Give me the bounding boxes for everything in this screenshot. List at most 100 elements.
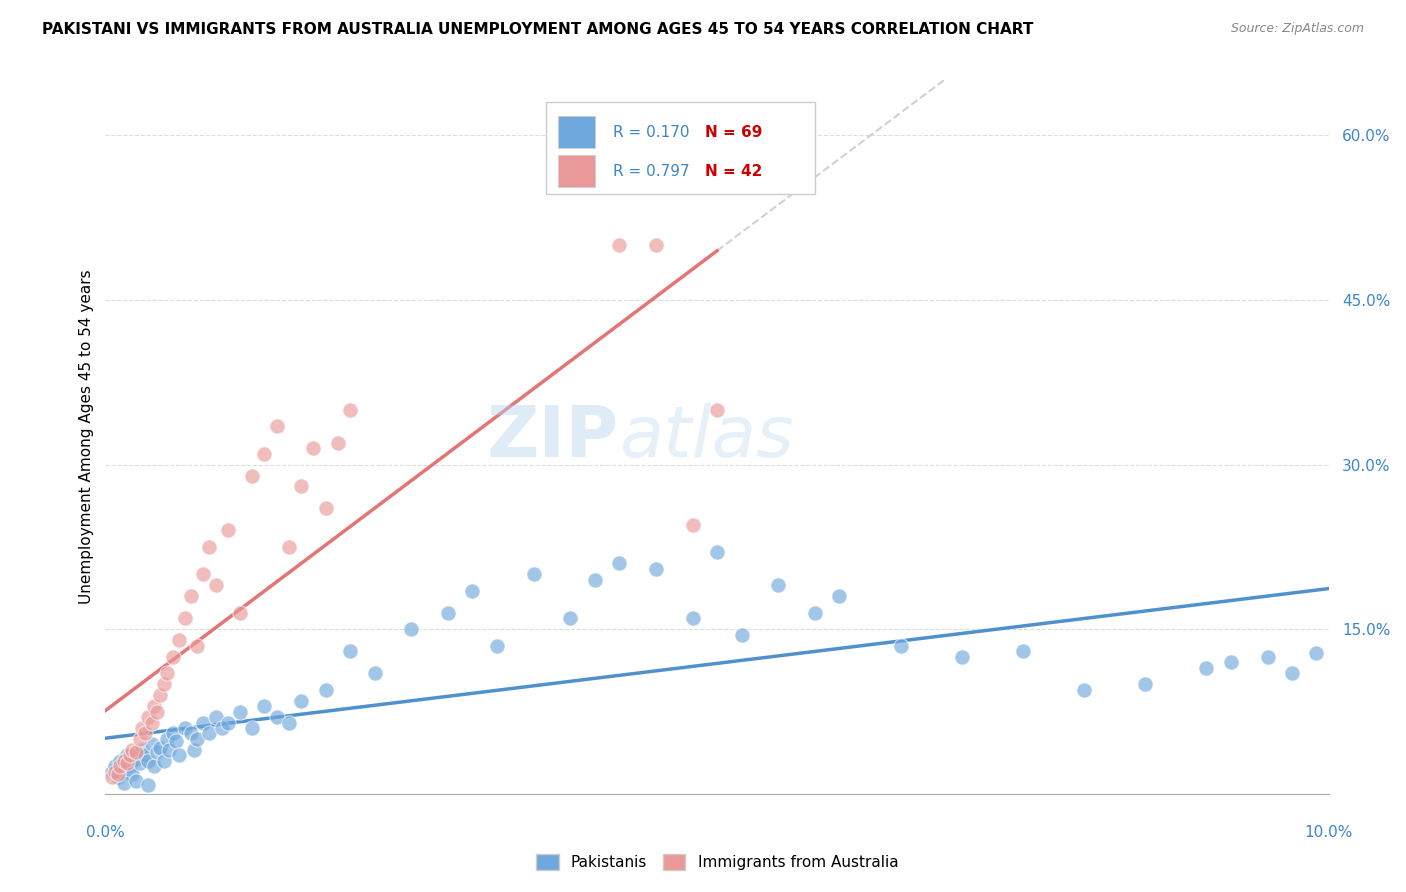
- Point: [157, 743, 180, 757]
- Point: [229, 606, 252, 620]
- Point: [315, 682, 337, 697]
- Point: [141, 738, 163, 752]
- Point: [134, 726, 156, 740]
- Text: ZIP: ZIP: [486, 402, 619, 472]
- Point: [828, 589, 851, 603]
- Point: [583, 573, 606, 587]
- Point: [153, 677, 176, 691]
- Point: [644, 238, 668, 252]
- Point: [1195, 660, 1218, 674]
- Point: [162, 726, 184, 740]
- Point: [167, 748, 190, 763]
- Point: [1219, 655, 1241, 669]
- Point: [155, 731, 177, 746]
- Point: [162, 649, 184, 664]
- Point: [108, 759, 131, 773]
- Point: [768, 578, 790, 592]
- Point: [155, 666, 177, 681]
- Point: [253, 446, 276, 460]
- Point: [278, 540, 301, 554]
- Point: [399, 622, 422, 636]
- Point: [118, 759, 141, 773]
- Point: [136, 710, 159, 724]
- Point: [104, 759, 127, 773]
- Point: [174, 611, 197, 625]
- Point: [485, 639, 508, 653]
- Point: [141, 715, 163, 730]
- Point: [266, 419, 288, 434]
- Point: [143, 759, 166, 773]
- Point: [363, 666, 385, 681]
- Point: [193, 715, 215, 730]
- Point: [186, 639, 208, 653]
- Point: [128, 756, 150, 771]
- Text: PAKISTANI VS IMMIGRANTS FROM AUSTRALIA UNEMPLOYMENT AMONG AGES 45 TO 54 YEARS CO: PAKISTANI VS IMMIGRANTS FROM AUSTRALIA U…: [42, 22, 1033, 37]
- Point: [706, 402, 728, 417]
- Point: [149, 740, 172, 755]
- Point: [121, 767, 143, 781]
- Point: [180, 589, 202, 603]
- Point: [112, 764, 135, 779]
- Point: [266, 710, 288, 724]
- Text: 10.0%: 10.0%: [1305, 825, 1353, 840]
- Legend: Pakistanis, Immigrants from Australia: Pakistanis, Immigrants from Australia: [530, 847, 904, 876]
- Point: [682, 611, 704, 625]
- Point: [118, 748, 141, 763]
- Point: [198, 540, 221, 554]
- Point: [523, 567, 546, 582]
- Point: [253, 699, 276, 714]
- Point: [1257, 649, 1279, 664]
- Point: [290, 693, 312, 707]
- Text: N = 69: N = 69: [704, 125, 762, 140]
- Point: [1012, 644, 1035, 658]
- Point: [167, 633, 190, 648]
- Point: [890, 639, 912, 653]
- Point: [146, 705, 169, 719]
- Point: [180, 726, 202, 740]
- Point: [682, 517, 704, 532]
- Point: [302, 441, 325, 455]
- Point: [153, 754, 176, 768]
- Point: [136, 754, 159, 768]
- Point: [560, 611, 582, 625]
- Point: [121, 743, 143, 757]
- Point: [112, 776, 135, 790]
- Point: [461, 583, 484, 598]
- Point: [339, 402, 361, 417]
- Text: R = 0.797: R = 0.797: [613, 164, 690, 179]
- Point: [229, 705, 252, 719]
- Point: [125, 773, 148, 788]
- Point: [183, 743, 205, 757]
- FancyBboxPatch shape: [558, 116, 595, 148]
- Point: [211, 721, 233, 735]
- Point: [1305, 646, 1327, 660]
- Point: [117, 748, 139, 763]
- Point: [107, 767, 129, 781]
- Point: [143, 699, 166, 714]
- Point: [174, 721, 197, 735]
- Point: [339, 644, 361, 658]
- Point: [100, 771, 122, 785]
- Bar: [546, 102, 815, 194]
- Text: Source: ZipAtlas.com: Source: ZipAtlas.com: [1230, 22, 1364, 36]
- Point: [108, 754, 131, 768]
- Point: [136, 778, 159, 792]
- Point: [437, 606, 460, 620]
- Point: [117, 756, 139, 771]
- Y-axis label: Unemployment Among Ages 45 to 54 years: Unemployment Among Ages 45 to 54 years: [79, 269, 94, 605]
- Point: [100, 764, 122, 779]
- Text: atlas: atlas: [619, 402, 794, 472]
- Point: [278, 715, 301, 730]
- Point: [706, 545, 728, 559]
- Point: [131, 721, 153, 735]
- Point: [730, 628, 752, 642]
- Point: [125, 745, 148, 759]
- Text: N = 42: N = 42: [704, 164, 762, 179]
- Point: [125, 752, 148, 766]
- Point: [950, 649, 973, 664]
- Point: [240, 721, 263, 735]
- Point: [134, 748, 156, 763]
- Point: [607, 557, 630, 571]
- Point: [149, 688, 172, 702]
- Point: [217, 715, 239, 730]
